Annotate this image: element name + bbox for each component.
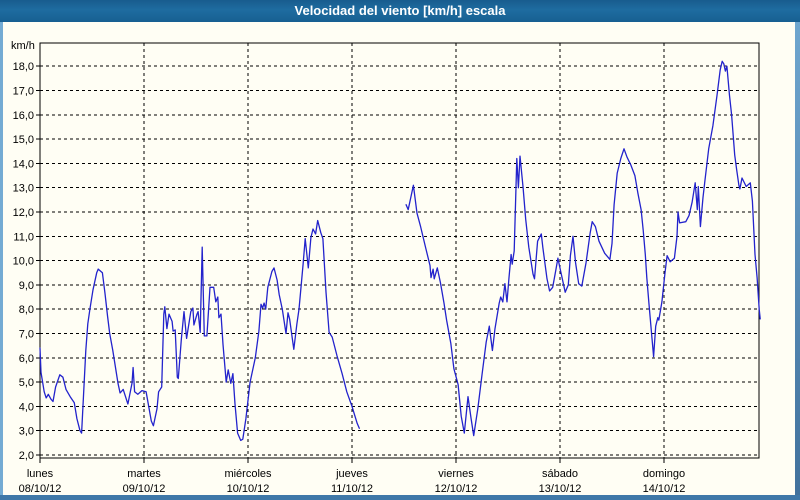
y-axis-tick-label: 18,0	[13, 61, 34, 73]
y-axis-tick-label: 17,0	[13, 86, 34, 98]
y-axis-tick-label: 14,0	[13, 158, 34, 170]
x-axis-date-label: 10/10/12	[227, 483, 270, 495]
x-axis-day-label: lunes	[27, 468, 54, 480]
y-axis-tick-label: 12,0	[13, 207, 34, 219]
wind-speed-line	[39, 219, 360, 442]
y-axis-tick-label: 15,0	[13, 134, 34, 146]
y-axis-tick-label: 8,0	[19, 304, 34, 316]
x-axis-date-label: 14/10/12	[643, 483, 686, 495]
y-axis-tick-label: 13,0	[13, 183, 34, 195]
window-border-left	[0, 22, 3, 500]
x-axis-day-label: miércoles	[224, 468, 272, 480]
x-axis-date-label: 11/10/12	[331, 483, 373, 495]
x-axis-date-label: 08/10/12	[19, 483, 62, 495]
wind-speed-line	[405, 60, 761, 437]
x-axis-day-label: martes	[127, 468, 161, 480]
window-border-bottom	[0, 495, 800, 500]
y-axis-tick-label: 2,0	[19, 450, 34, 462]
y-axis-tick-label: 11,0	[13, 231, 34, 243]
plot-frame	[39, 42, 760, 459]
y-axis-tick-label: 9,0	[19, 280, 34, 292]
x-axis-day-label: jueves	[335, 468, 368, 480]
y-axis-unit-label: km/h	[11, 40, 35, 52]
y-axis-tick-label: 5,0	[19, 377, 34, 389]
y-axis-tick-label: 16,0	[13, 110, 34, 122]
x-axis-date-label: 12/10/12	[435, 483, 478, 495]
y-axis-tick-label: 3,0	[19, 426, 34, 438]
x-axis-date-label: 09/10/12	[123, 483, 166, 495]
x-axis-day-label: sábado	[542, 468, 578, 480]
x-axis-day-label: domingo	[643, 468, 685, 480]
window-title: Velocidad del viento [km/h] escala	[294, 3, 506, 18]
y-axis-tick-label: 10,0	[13, 256, 34, 268]
x-axis-date-label: 13/10/12	[539, 483, 582, 495]
y-axis-tick-label: 7,0	[19, 329, 34, 341]
window-border-right	[795, 22, 800, 500]
x-axis-day-label: viernes	[438, 468, 474, 480]
window-titlebar: Velocidad del viento [km/h] escala	[0, 0, 800, 22]
y-axis-tick-label: 6,0	[19, 353, 34, 365]
y-axis-tick-label: 4,0	[19, 401, 34, 413]
